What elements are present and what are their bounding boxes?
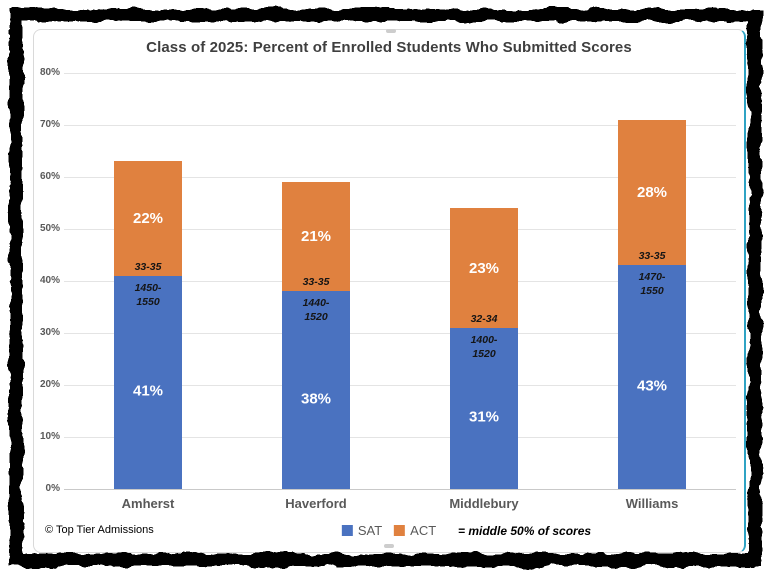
- legend-note: = middle 50% of scores: [458, 524, 592, 538]
- gridline: [64, 72, 736, 74]
- plot-area: 22% 33-35 1450- 1550 41% 21% 33-35 1440- 1520 3…: [64, 72, 736, 490]
- category-label-middlebury: Middlebury: [449, 496, 519, 511]
- legend-item-act[interactable]: ACT: [394, 523, 436, 538]
- y-axis: 0% 10% 20% 30% 40% 50% 60% 70% 80%: [34, 67, 60, 494]
- bar-haverford[interactable]: 21% 33-35 1440- 1520 38%: [282, 182, 350, 489]
- bar-segment-sat[interactable]: 1450- 1550 41%: [114, 275, 182, 489]
- bar-williams[interactable]: 28% 33-35 1470- 1550 43%: [618, 119, 686, 489]
- y-tick-label: 10%: [39, 431, 60, 442]
- sat-score-range: 1440- 1520: [302, 297, 330, 324]
- y-tick-label: 40%: [39, 275, 60, 286]
- bar-segment-act[interactable]: 22% 33-35: [114, 161, 182, 276]
- y-tick-label: 50%: [39, 223, 60, 234]
- bar-middlebury[interactable]: 23% 32-34 1400- 1520 31%: [450, 208, 518, 489]
- category-label-haverford: Haverford: [285, 496, 347, 511]
- copyright-text: © Top Tier Admissions: [45, 524, 154, 536]
- sat-percent-label: 43%: [636, 377, 668, 395]
- y-tick-label: 20%: [39, 379, 60, 390]
- y-tick-label: 70%: [39, 119, 60, 130]
- bar-segment-sat[interactable]: 1470- 1550 43%: [618, 265, 686, 489]
- bar-segment-act[interactable]: 23% 32-34: [450, 208, 518, 328]
- y-tick-label: 0%: [45, 483, 60, 494]
- y-tick-label: 60%: [39, 171, 60, 182]
- category-label-amherst: Amherst: [121, 496, 175, 511]
- act-percent-label: 23%: [468, 259, 500, 277]
- chart-card[interactable]: Class of 2025: Percent of Enrolled Stude…: [33, 29, 746, 553]
- y-tick-label: 80%: [39, 67, 60, 78]
- act-percent-label: 22%: [132, 210, 164, 228]
- sat-percent-label: 31%: [468, 408, 500, 426]
- sat-score-range: 1400- 1520: [470, 333, 498, 360]
- act-percent-label: 28%: [636, 184, 668, 202]
- legend-swatch-act: [394, 525, 406, 536]
- bar-segment-act[interactable]: 21% 33-35: [282, 182, 350, 292]
- act-percent-label: 21%: [300, 228, 332, 246]
- selection-handle-top[interactable]: [386, 29, 396, 33]
- legend-item-sat[interactable]: SAT: [341, 523, 383, 538]
- x-axis-labels: Amherst Haverford Middlebury Williams: [64, 496, 736, 511]
- act-score-range: 33-35: [638, 250, 666, 263]
- act-score-range: 33-35: [134, 260, 162, 273]
- legend: SAT ACT: [341, 523, 436, 538]
- legend-swatch-sat: [341, 525, 353, 536]
- legend-label-act: ACT: [410, 523, 437, 538]
- sat-percent-label: 41%: [132, 382, 164, 400]
- sat-score-range: 1470- 1550: [638, 271, 666, 298]
- legend-label-sat: SAT: [357, 523, 383, 538]
- sat-percent-label: 38%: [300, 390, 332, 408]
- selection-handle-bottom[interactable]: [384, 544, 394, 548]
- bar-segment-sat[interactable]: 1400- 1520 31%: [450, 327, 518, 489]
- bar-amherst[interactable]: 22% 33-35 1450- 1550 41%: [114, 161, 182, 489]
- chart-title: Class of 2025: Percent of Enrolled Stude…: [146, 39, 632, 56]
- y-tick-label: 30%: [39, 327, 60, 338]
- act-score-range: 32-34: [470, 312, 498, 325]
- sat-score-range: 1450- 1550: [134, 281, 162, 308]
- category-label-williams: Williams: [625, 496, 679, 511]
- bar-segment-act[interactable]: 28% 33-35: [618, 119, 686, 266]
- bar-segment-sat[interactable]: 1440- 1520 38%: [282, 291, 350, 489]
- act-score-range: 33-35: [302, 276, 330, 289]
